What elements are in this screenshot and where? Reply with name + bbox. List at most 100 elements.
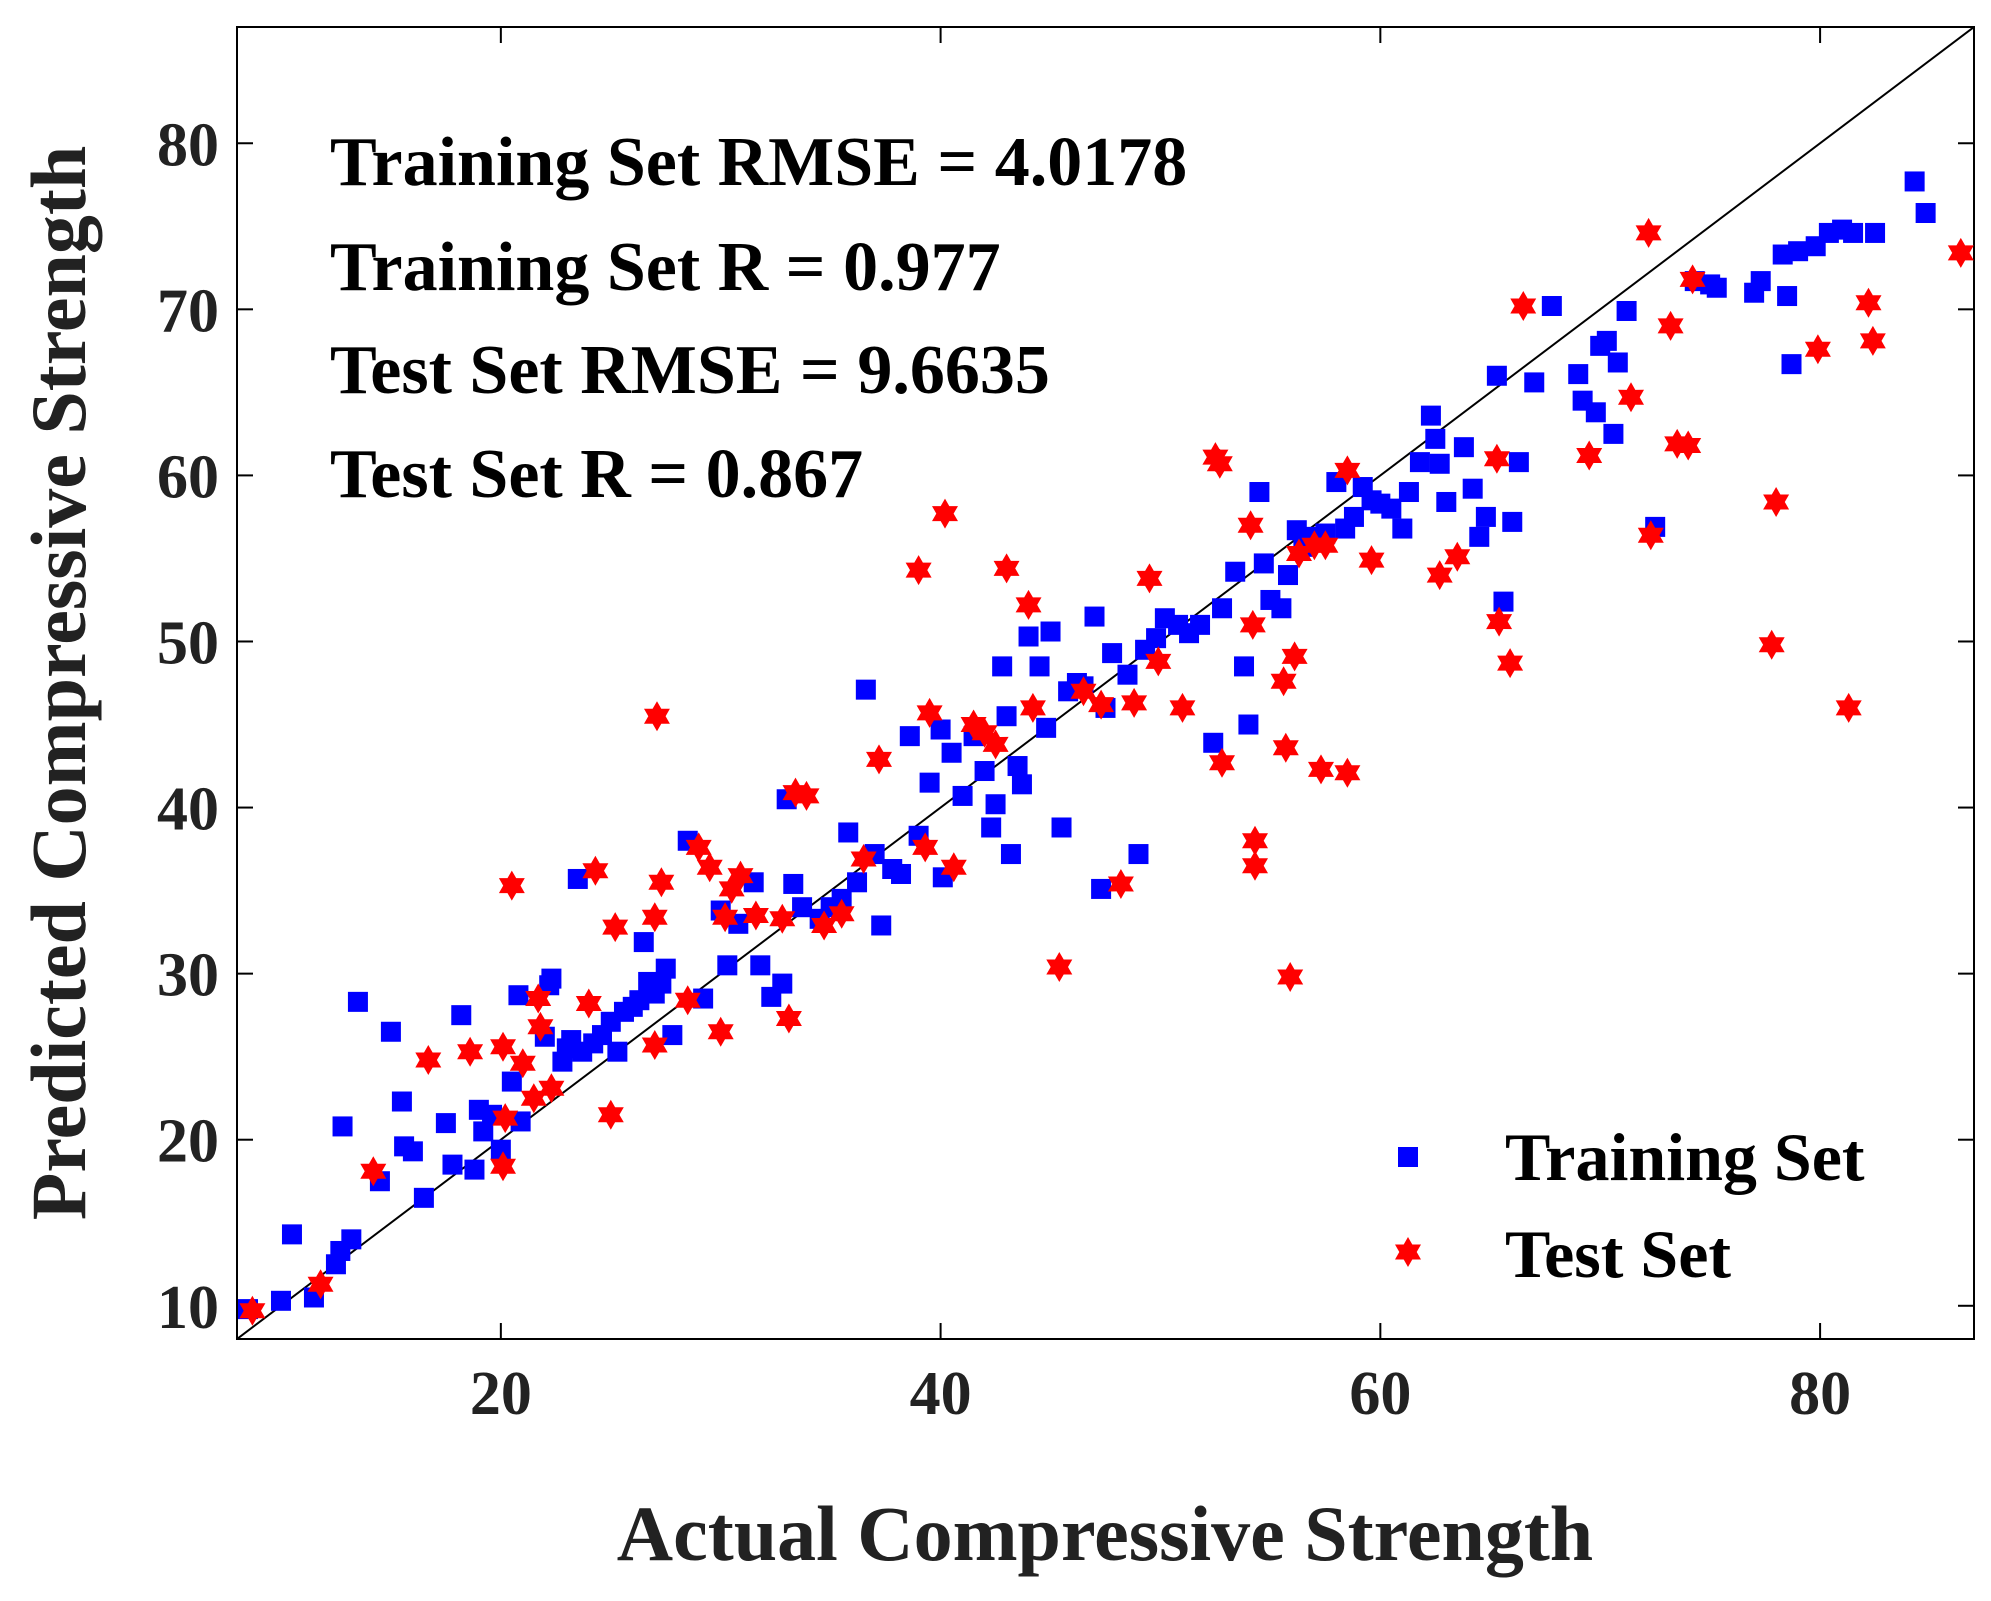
training-point	[1524, 372, 1545, 393]
test-point	[1209, 747, 1235, 778]
training-point	[891, 863, 912, 884]
test-point	[905, 555, 932, 586]
training-point	[1843, 222, 1864, 243]
test-point	[498, 870, 525, 901]
training-point	[1238, 714, 1259, 735]
test-point	[1835, 692, 1862, 723]
test-point	[1576, 440, 1603, 471]
legend-training-label: Training Set	[1505, 1119, 1865, 1195]
y-tick-label: 80	[157, 111, 219, 179]
training-point	[1040, 621, 1061, 642]
training-point	[402, 1141, 423, 1162]
annotation-training-rmse: Training Set RMSE = 4.0178	[330, 124, 1187, 201]
training-point	[435, 1113, 456, 1134]
training-point	[1018, 626, 1039, 647]
test-point	[1206, 448, 1233, 479]
training-point	[1453, 437, 1474, 458]
training-point	[1029, 656, 1050, 677]
training-point	[1750, 271, 1771, 292]
test-point	[1239, 609, 1266, 640]
x-axis-label: Actual Compressive Strength	[617, 1490, 1593, 1577]
training-point	[1493, 591, 1514, 612]
training-point	[1409, 452, 1430, 473]
training-point	[1212, 598, 1233, 619]
test-point	[1855, 287, 1882, 318]
training-point	[717, 955, 738, 976]
test-point	[1242, 825, 1268, 856]
training-point	[1128, 844, 1149, 865]
training-point	[899, 726, 920, 747]
test-point	[602, 912, 629, 943]
training-point	[783, 873, 804, 894]
test-point	[727, 860, 754, 891]
training-point	[1398, 482, 1419, 503]
test-point	[641, 902, 668, 933]
test-point	[1358, 545, 1385, 576]
x-tick-label: 20	[470, 1360, 532, 1428]
test-point	[582, 855, 609, 886]
training-point	[941, 742, 962, 763]
training-point	[792, 897, 813, 918]
test-point	[1334, 757, 1361, 788]
test-point	[490, 1031, 516, 1062]
training-point	[974, 761, 995, 782]
test-point	[1020, 692, 1046, 723]
training-point	[607, 1041, 628, 1062]
training-point	[473, 1121, 494, 1142]
test-point	[307, 1269, 334, 1300]
training-point	[1117, 664, 1138, 685]
training-point	[332, 1116, 353, 1137]
training-point	[1777, 286, 1798, 307]
training-point	[930, 719, 951, 740]
annotation-test-rmse: Test Set RMSE = 9.6635	[330, 332, 1050, 409]
training-point	[985, 794, 1006, 815]
y-tick-label: 10	[157, 1274, 219, 1342]
training-point	[1420, 405, 1441, 426]
training-point	[1585, 402, 1606, 423]
test-point	[940, 852, 967, 883]
test-point	[1242, 850, 1268, 881]
training-point	[541, 968, 562, 989]
training-point	[442, 1154, 463, 1175]
y-tick-label: 20	[157, 1108, 219, 1176]
test-point	[1763, 487, 1790, 517]
training-point	[1475, 506, 1496, 527]
y-tick-label: 60	[157, 443, 219, 511]
test-point	[1107, 869, 1134, 899]
test-point	[1804, 334, 1831, 365]
training-point	[1036, 717, 1057, 738]
x-axis-tick-labels: 20 40 60 80	[470, 1360, 1851, 1428]
test-point	[1974, 543, 1991, 573]
training-point	[1253, 553, 1274, 574]
test-set-points	[239, 217, 1991, 1326]
test-point	[1657, 310, 1684, 341]
test-point	[1308, 754, 1334, 785]
test-point	[1015, 589, 1042, 620]
training-point	[281, 1224, 302, 1245]
test-point	[1237, 510, 1264, 541]
test-point	[644, 701, 670, 732]
training-point	[413, 1187, 434, 1208]
training-point	[772, 973, 793, 994]
test-point	[1046, 952, 1073, 982]
test-point	[527, 1011, 554, 1042]
training-point	[1772, 244, 1793, 265]
training-point	[1190, 614, 1211, 635]
test-point	[932, 498, 958, 529]
x-axis-tick-marks	[499, 27, 1822, 1339]
test-point	[597, 1099, 624, 1130]
test-point	[360, 1156, 387, 1187]
training-point	[1091, 878, 1112, 899]
training-point	[1007, 756, 1028, 777]
test-point	[415, 1045, 442, 1075]
training-point	[508, 985, 529, 1006]
test-point	[696, 852, 723, 883]
test-point	[1281, 641, 1308, 672]
training-point	[1146, 628, 1167, 649]
training-point	[1607, 352, 1628, 373]
training-point	[347, 991, 368, 1012]
training-point	[1462, 478, 1483, 499]
training-point	[1271, 598, 1292, 619]
annotation-training-r: Training Set R = 0.977	[330, 229, 1001, 306]
